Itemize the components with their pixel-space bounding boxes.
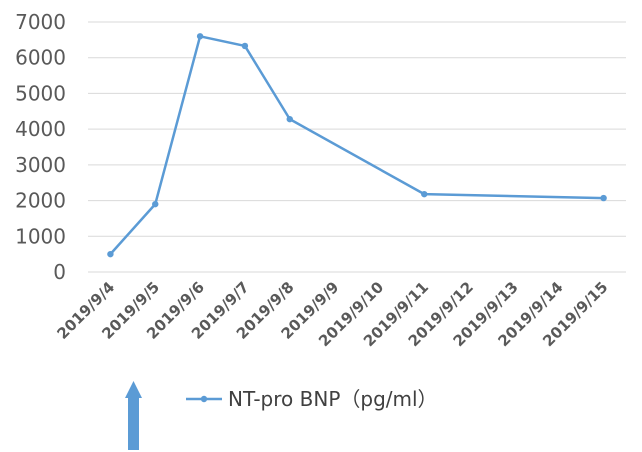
y-tick-label: 2000 <box>15 189 66 213</box>
series-group <box>107 33 607 258</box>
grid-lines <box>88 21 626 237</box>
data-point <box>241 42 249 50</box>
legend-label: NT-pro BNP（pg/ml） <box>228 387 438 411</box>
data-point <box>600 194 607 202</box>
y-axis-ticks: 0 1000 2000 3000 4000 5000 6000 7000 <box>15 10 66 284</box>
data-point <box>107 250 114 258</box>
legend: NT-pro BNP（pg/ml） <box>186 387 438 411</box>
data-point <box>421 190 428 198</box>
data-point <box>196 33 204 40</box>
series-line <box>109 35 604 255</box>
x-axis-ticks: 2019/9/42019/9/52019/9/62019/9/72019/9/8… <box>53 278 611 350</box>
y-tick-label: 4000 <box>15 117 66 141</box>
legend-marker <box>200 395 208 403</box>
y-tick-label: 6000 <box>15 46 66 70</box>
data-point <box>286 115 293 123</box>
up-arrow-icon <box>125 381 142 450</box>
y-tick-label: 0 <box>53 260 66 284</box>
y-tick-label: 3000 <box>15 153 66 177</box>
y-tick-label: 1000 <box>15 224 66 248</box>
y-tick-label: 5000 <box>15 81 66 105</box>
data-point <box>152 200 159 208</box>
y-tick-label: 7000 <box>15 10 66 34</box>
